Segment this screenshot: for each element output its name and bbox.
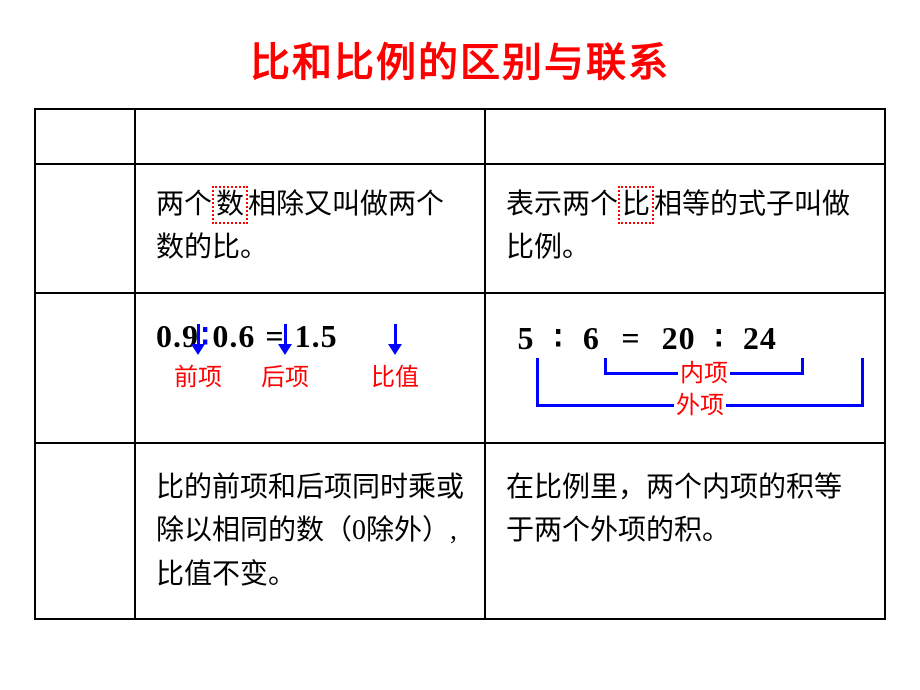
proportion-example-cell: 5∶6=20∶24 内项 外项 [485, 293, 885, 443]
proportion-equation-wrap: 5∶6=20∶24 内项 外项 [506, 312, 874, 364]
header-cell-1 [135, 109, 485, 164]
arrow-value: 比值 [371, 352, 419, 397]
eq2-colon2: ∶ [715, 320, 724, 356]
label-back-term: 后项 [261, 360, 309, 397]
def-left-boxed: 数 [212, 186, 248, 224]
def-left-pre: 两个 [156, 189, 212, 220]
outer-terms-bracket: 外项 [536, 404, 864, 407]
row-label-prop [35, 443, 135, 619]
arrow-front-term: 前项 [174, 352, 222, 397]
def-right-boxed: 比 [618, 186, 654, 224]
eq2-d: 24 [732, 314, 788, 364]
example-row: 0.9∶0.6=1.5 前项 后项 比值 5∶6=20∶24 [35, 293, 885, 443]
header-cell-2 [485, 109, 885, 164]
ratio-definition-cell: 两个数相除又叫做两个数的比。 [135, 164, 485, 293]
label-value: 比值 [371, 360, 419, 397]
row-label-def [35, 164, 135, 293]
definition-row: 两个数相除又叫做两个数的比。 表示两个比相等的式子叫做比例。 [35, 164, 885, 293]
proportion-definition-cell: 表示两个比相等的式子叫做比例。 [485, 164, 885, 293]
label-front-term: 前项 [174, 360, 222, 397]
header-cell-0 [35, 109, 135, 164]
eq2-colon1: ∶ [554, 320, 563, 356]
ratio-example-cell: 0.9∶0.6=1.5 前项 后项 比值 [135, 293, 485, 443]
proportion-property-cell: 在比例里，两个内项的积等于两个外项的积。 [485, 443, 885, 619]
ratio-property-cell: 比的前项和后项同时乘或除以相同的数（0除外）, 比值不变。 [135, 443, 485, 619]
comparison-table: 两个数相除又叫做两个数的比。 表示两个比相等的式子叫做比例。 0.9∶0.6=1… [34, 108, 886, 620]
property-row: 比的前项和后项同时乘或除以相同的数（0除外）, 比值不变。 在比例里，两个内项的… [35, 443, 885, 619]
label-outer-terms: 外项 [674, 388, 726, 425]
eq2-equals: = [621, 320, 640, 356]
header-row [35, 109, 885, 164]
eq2-a: 5 [506, 314, 546, 364]
def-right-pre: 表示两个 [506, 189, 618, 220]
arrow-back-term: 后项 [261, 352, 309, 397]
row-label-example [35, 293, 135, 443]
inner-terms-bracket: 内项 [604, 372, 804, 375]
page-title: 比和比例的区别与联系 [0, 0, 920, 108]
eq2-b: 6 [571, 314, 611, 364]
